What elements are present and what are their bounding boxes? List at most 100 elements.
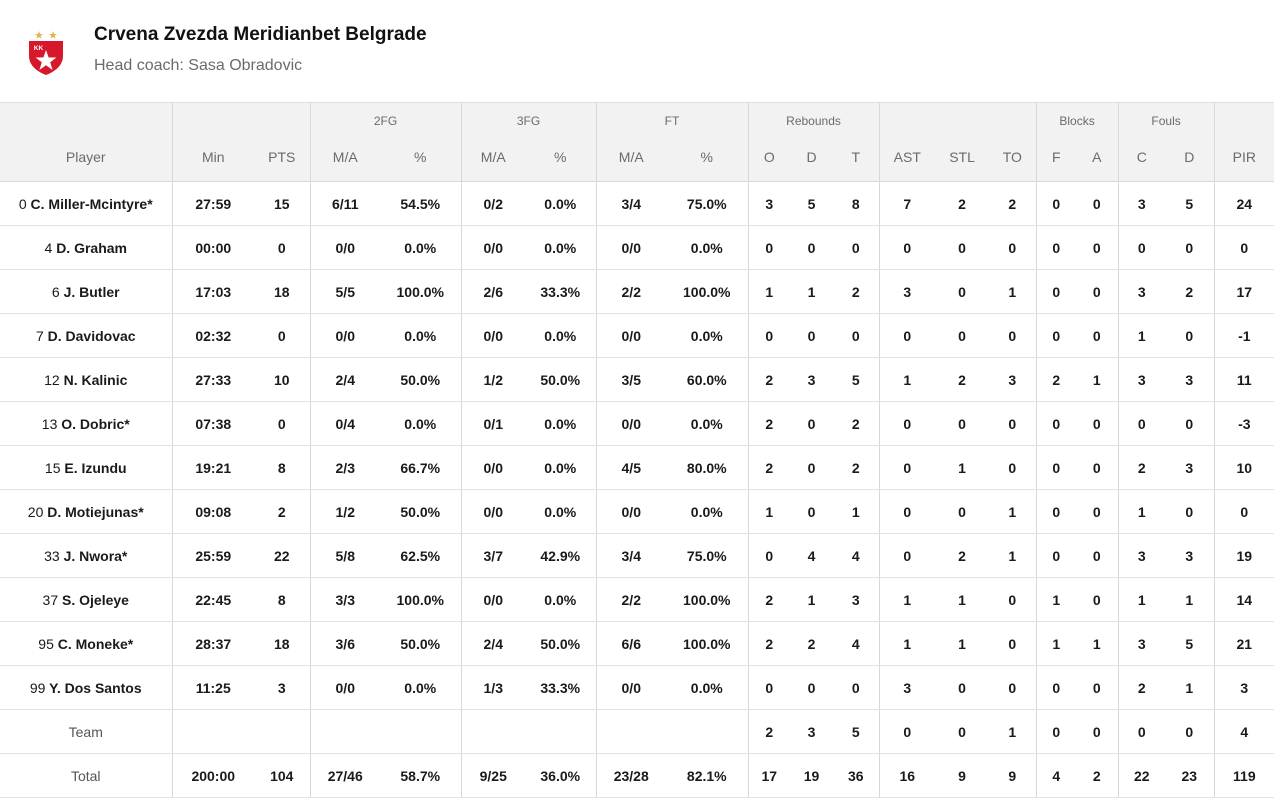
- player-number: 4: [44, 239, 53, 256]
- cell-3fg-ma: 0/0: [460, 313, 525, 358]
- cell-reb-t: 0: [833, 313, 880, 358]
- player-number: 6: [51, 283, 60, 300]
- cell-ast: 0: [878, 709, 936, 754]
- cell-foul-d: 0: [1165, 401, 1215, 446]
- cell-foul-c: 1: [1117, 489, 1166, 534]
- player-number: 13: [41, 415, 58, 432]
- player-name-link[interactable]: C. Miller-Mcintyre*: [30, 195, 153, 212]
- player-name-link[interactable]: D. Davidovac: [47, 327, 136, 344]
- cell-ast: 0: [878, 489, 936, 534]
- player-name-link[interactable]: C. Moneke*: [57, 635, 134, 652]
- player-name-link[interactable]: D. Motiejunas*: [47, 503, 144, 520]
- total-row: Total 200:00 104 27/46 58.7% 9/25 36.0% 23/28 82…: [0, 753, 1274, 798]
- cell-foul-c: 0: [1117, 401, 1166, 446]
- cell-3fg-ma: 2/4: [460, 621, 525, 666]
- cell-blk-f: 1: [1035, 577, 1077, 622]
- cell-3fg-pct: 0.0%: [525, 181, 596, 226]
- cell-foul-d: 3: [1165, 357, 1215, 402]
- cell-to: 0: [989, 665, 1037, 710]
- group-header-row: 2FG 3FG FT Rebounds Blocks Fouls: [0, 102, 1274, 137]
- cell-pir: 0: [1213, 225, 1274, 270]
- player-name-link[interactable]: O. Dobric*: [61, 415, 130, 432]
- cell-foul-d: 1: [1165, 665, 1215, 710]
- cell-2fg-ma: 6/11: [309, 181, 380, 226]
- cell-foul-d: 1: [1165, 577, 1215, 622]
- group-fouls: Fouls: [1117, 102, 1215, 137]
- player-row: 99 Y. Dos Santos 11:25 3 0/0 0.0% 1/3 33.3% 0/0…: [0, 665, 1274, 710]
- player-row: 7 D. Davidovac 02:32 0 0/0 0.0% 0/0 0.0% 0/0 0.0…: [0, 313, 1274, 358]
- cell-ft-pct: 0.0%: [666, 225, 749, 270]
- cell-2fg-pct: [380, 709, 461, 754]
- cell-2fg-ma: 0/0: [309, 313, 380, 358]
- cell-min: 25:59: [171, 533, 254, 578]
- cell-foul-c: 3: [1117, 269, 1166, 314]
- col-3fg-ma: M/A: [460, 137, 525, 182]
- cell-blk-a: 0: [1076, 533, 1119, 578]
- cell-3fg-pct: 0.0%: [525, 401, 596, 446]
- player-name-link[interactable]: N. Kalinic: [63, 371, 128, 388]
- player-name-link[interactable]: E. Izundu: [64, 459, 127, 476]
- cell-reb-o: 2: [747, 445, 791, 490]
- player-name-link[interactable]: S. Ojeleye: [62, 591, 129, 608]
- cell-reb-t: 4: [833, 533, 880, 578]
- player-name-link[interactable]: J. Nwora*: [63, 547, 128, 564]
- cell-pir: -3: [1213, 401, 1274, 446]
- cell-to: 1: [989, 533, 1037, 578]
- cell-2fg-pct: 0.0%: [380, 665, 461, 710]
- cell-ast: 1: [878, 621, 936, 666]
- cell-3fg-ma: 3/7: [460, 533, 525, 578]
- cell-ast: 7: [878, 181, 936, 226]
- cell-blk-f: 0: [1035, 709, 1077, 754]
- cell-blk-f: 0: [1035, 225, 1077, 270]
- cell-3fg-ma: 0/0: [460, 225, 525, 270]
- player-name-link[interactable]: Y. Dos Santos: [49, 679, 142, 696]
- cell-to: 0: [989, 577, 1037, 622]
- player-name-link[interactable]: J. Butler: [63, 283, 120, 300]
- cell-2fg-pct: 50.0%: [380, 621, 461, 666]
- cell-min: 17:03: [171, 269, 254, 314]
- cell-blk-a: 0: [1076, 577, 1119, 622]
- cell-foul-d: 23: [1165, 753, 1215, 798]
- cell-ast: 1: [878, 577, 936, 622]
- cell-foul-d: 0: [1165, 225, 1215, 270]
- cell-blk-a: 0: [1076, 269, 1119, 314]
- cell-3fg-ma: 0/2: [460, 181, 525, 226]
- cell-blk-a: 0: [1076, 181, 1119, 226]
- cell-3fg-pct: 36.0%: [525, 753, 596, 798]
- cell-blk-f: 1: [1035, 621, 1077, 666]
- cell-foul-c: 22: [1117, 753, 1166, 798]
- cell-reb-d: 0: [790, 225, 834, 270]
- cell-3fg-pct: 50.0%: [525, 621, 596, 666]
- cell-pts: 2: [254, 489, 310, 534]
- cell-foul-d: 2: [1165, 269, 1215, 314]
- player-number: 20: [27, 503, 44, 520]
- cell-pir: 19: [1213, 533, 1274, 578]
- cell-stl: 2: [935, 181, 990, 226]
- player-number: 7: [35, 327, 44, 344]
- cell-ft-ma: 2/2: [595, 269, 666, 314]
- col-player: Player: [0, 137, 172, 182]
- player-number: 12: [44, 371, 60, 388]
- cell-blk-a: 0: [1076, 665, 1119, 710]
- cell-2fg-pct: 0.0%: [380, 225, 461, 270]
- col-ft-ma: M/A: [595, 137, 666, 182]
- cell-reb-o: 0: [747, 665, 791, 710]
- cell-reb-d: 0: [790, 313, 834, 358]
- cell-blk-a: 1: [1076, 621, 1119, 666]
- cell-reb-o: 2: [747, 709, 791, 754]
- cell-ft-ma: 0/0: [595, 665, 666, 710]
- cell-foul-d: 5: [1165, 621, 1215, 666]
- cell-ft-ma: 0/0: [595, 489, 666, 534]
- player-cell: 33 J. Nwora*: [0, 533, 172, 578]
- cell-stl: 0: [935, 269, 990, 314]
- cell-reb-d: 5: [790, 181, 834, 226]
- cell-ft-pct: [666, 709, 749, 754]
- cell-ft-ma: 0/0: [595, 313, 666, 358]
- cell-ft-pct: 0.0%: [666, 313, 749, 358]
- cell-reb-o: 1: [747, 489, 791, 534]
- cell-reb-t: 2: [833, 269, 880, 314]
- cell-to: 0: [989, 225, 1037, 270]
- player-name-link[interactable]: D. Graham: [56, 239, 127, 256]
- player-row: 12 N. Kalinic 27:33 10 2/4 50.0% 1/2 50.0% 3/5 6…: [0, 357, 1274, 402]
- column-header-row: Player Min PTS M/A % M/A % M/A % O D T A…: [0, 137, 1274, 182]
